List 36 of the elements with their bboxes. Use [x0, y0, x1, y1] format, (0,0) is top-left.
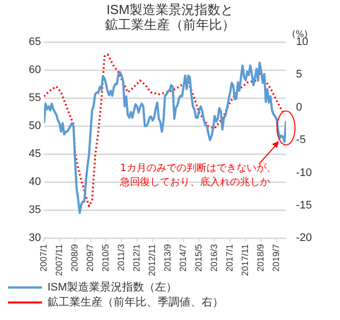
x-tick-label: 2007/11 [54, 244, 64, 276]
y2-tick-label: -15 [296, 199, 312, 212]
y-tick-label: 40 [28, 176, 41, 188]
legend-label: ISM製造業景況指数（左） [48, 280, 178, 294]
y-tick-label: 65 [28, 36, 41, 48]
x-tick-label: 2010/5 [100, 244, 111, 272]
x-tick-label: 2017/1 [224, 244, 235, 272]
x-tick-label: 2011/3 [116, 244, 126, 271]
y-tick-label: 55 [28, 92, 41, 104]
y-tick-label: 45 [28, 148, 41, 160]
y2-tick-label: 5 [296, 68, 302, 81]
y2-tick-label: -10 [296, 166, 312, 179]
x-tick-label: 2013/9 [162, 244, 173, 272]
y2-tick-label: -5 [296, 134, 306, 146]
x-tick-label: 2017/11 [240, 244, 250, 276]
y-tick-label: 30 [28, 232, 41, 244]
x-tick-label: 2015/5 [194, 244, 204, 272]
y-tick-label: 60 [28, 64, 41, 76]
x-tick-label: 2018/9 [256, 244, 266, 272]
annotation: 1カ月のみでの判断はできないが、 [120, 162, 276, 176]
y-tick-label: 50 [28, 120, 41, 132]
y-tick-label: 35 [28, 204, 41, 216]
y2-tick-label: 10 [296, 36, 308, 48]
x-tick-label: 2016/3 [209, 244, 220, 272]
y2-tick-label: 0 [296, 101, 302, 114]
x-tick-label: 2009/7 [85, 244, 96, 272]
legend-label: 鉱工業生産（前年比、季調値、右） [48, 296, 224, 309]
x-tick-label: 2008/9 [70, 244, 80, 272]
x-tick-label: 2019/7 [271, 244, 282, 272]
x-tick-label: 2012/1 [132, 244, 142, 272]
x-tick-label: 2014/7 [178, 244, 188, 272]
y2-tick-label: -20 [296, 232, 312, 244]
chart-title: ISM製造業景況指数と鉱工業生産（前年比） [104, 2, 236, 32]
annotation: 急回復しており、底入れの兆しか [120, 176, 271, 190]
x-tick-label: 2007/1 [38, 244, 48, 272]
x-tick-label: 2012/11 [147, 244, 158, 276]
